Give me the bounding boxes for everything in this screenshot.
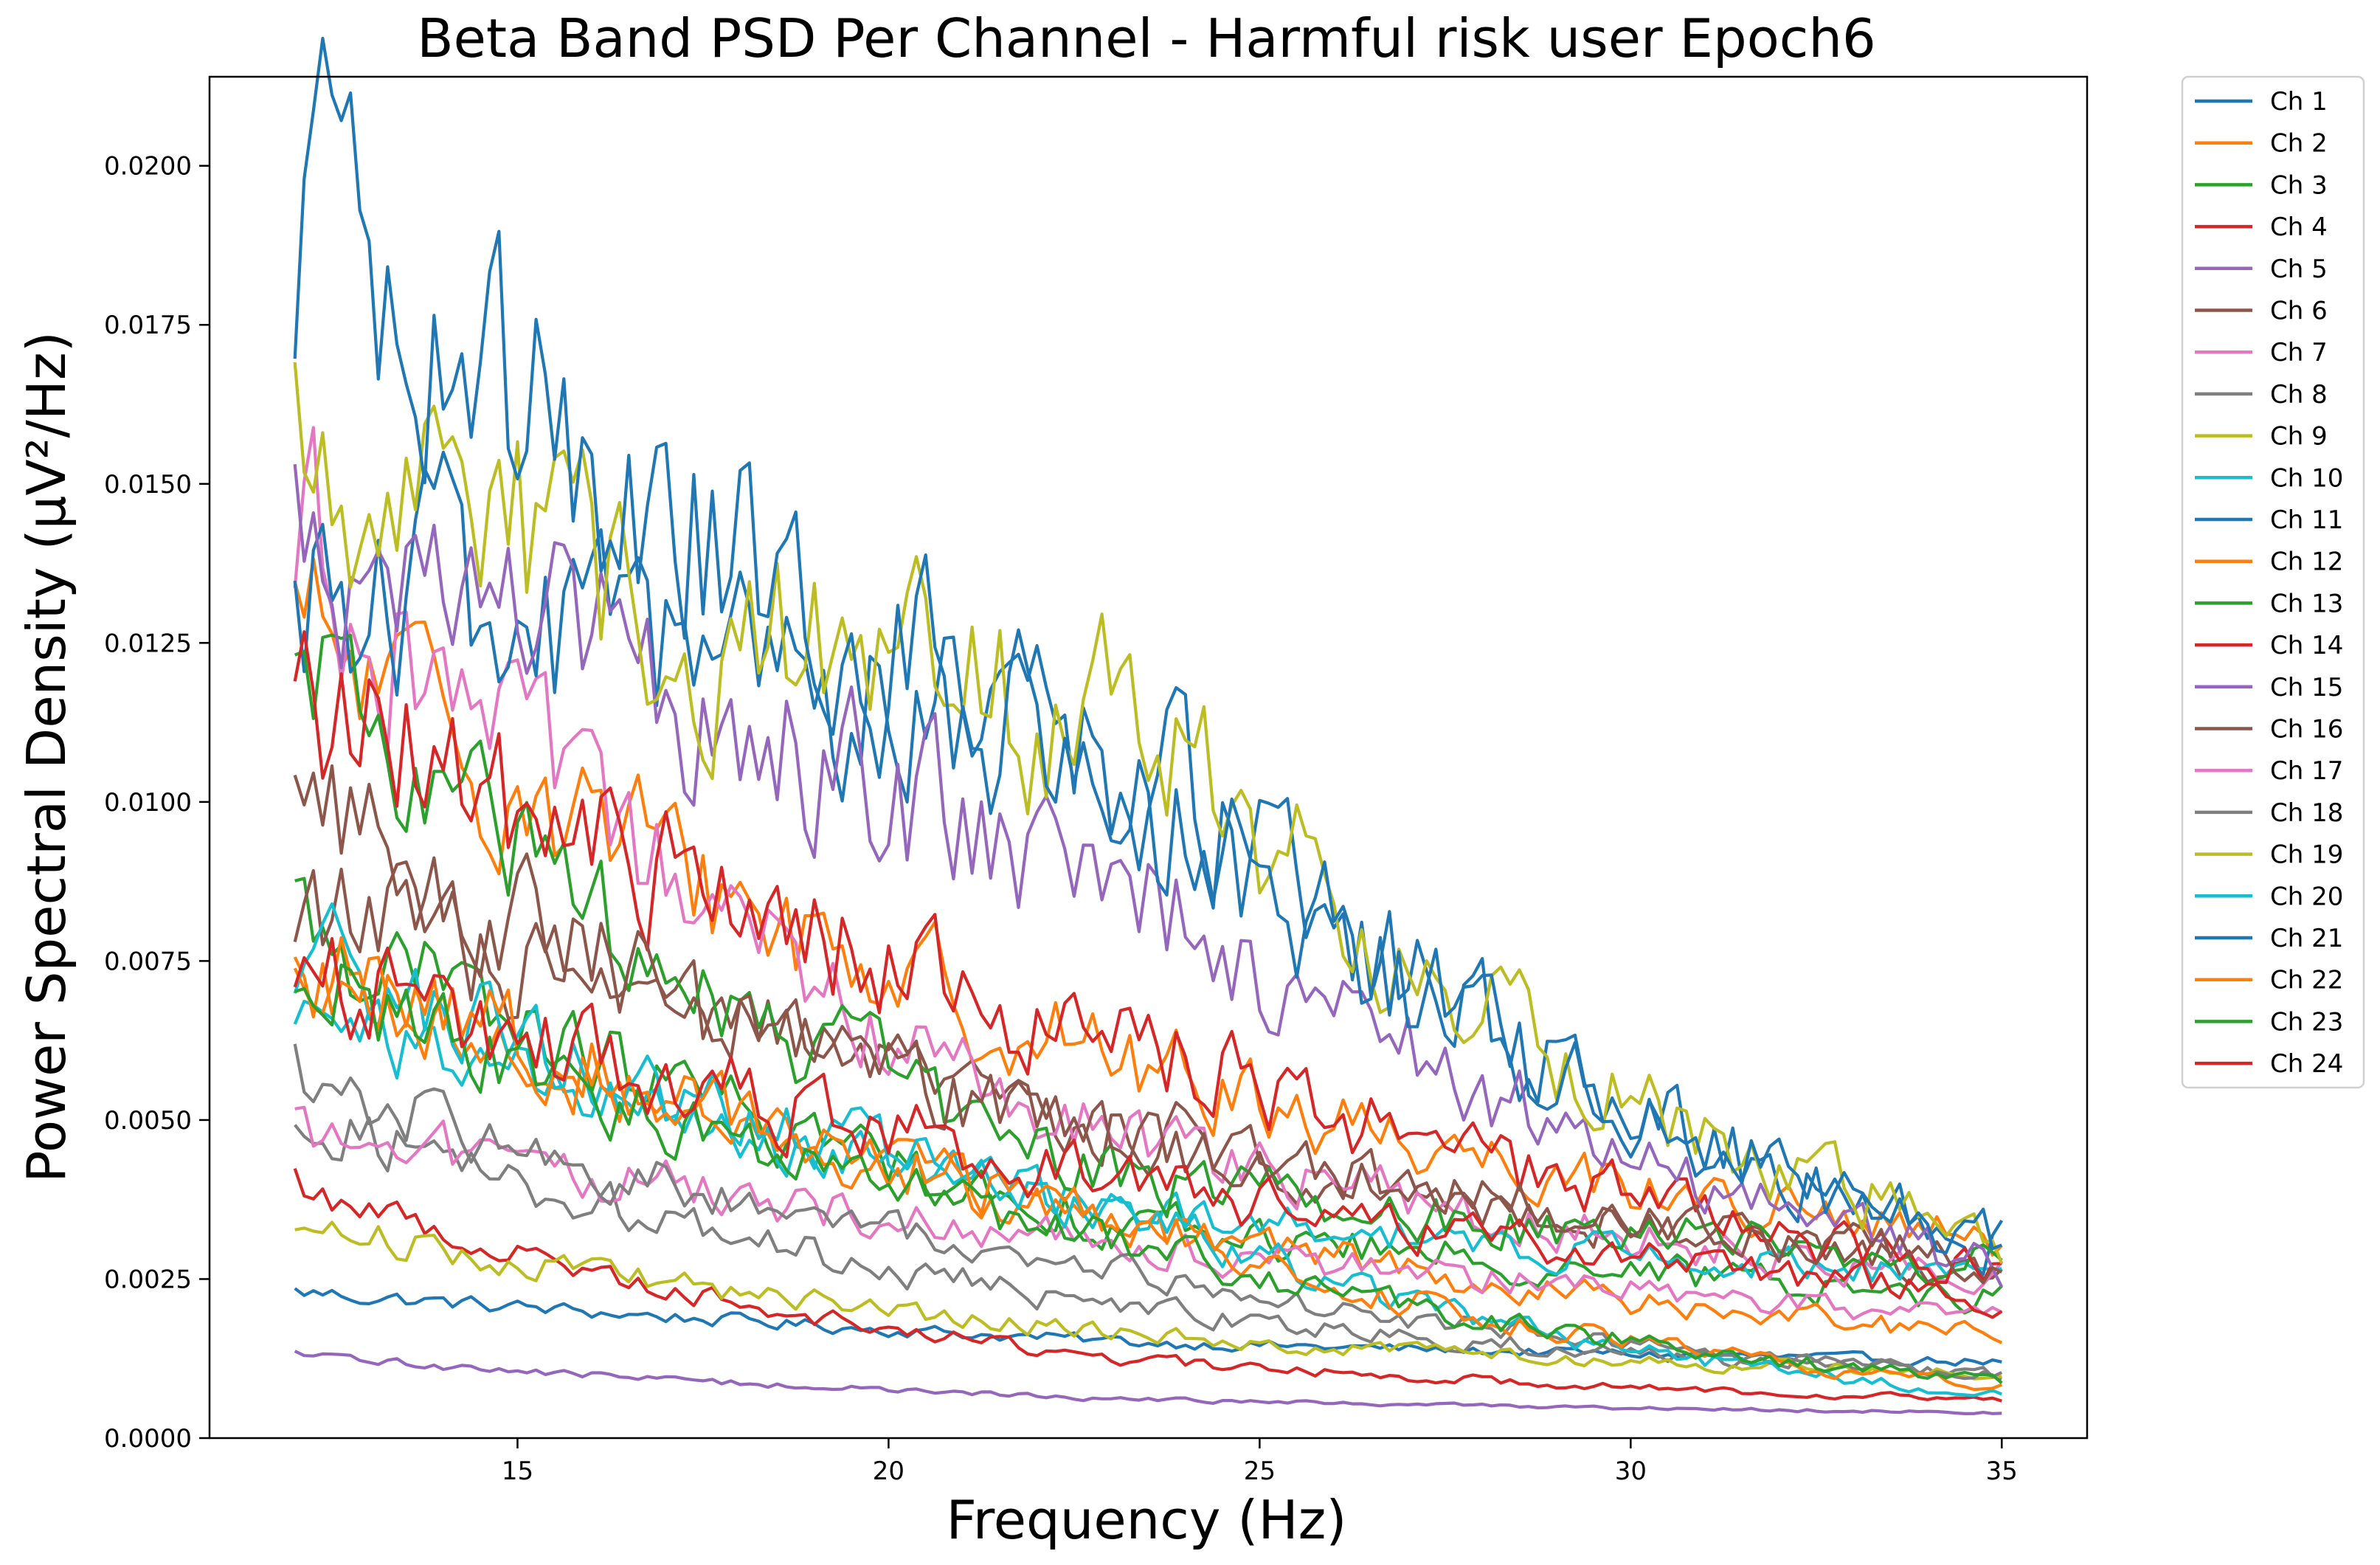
legend-label: Ch 1 <box>2270 87 2328 117</box>
series-line <box>293 36 2003 1254</box>
y-axis-label: Power Spectral Density (µV²/Hz) <box>15 331 77 1183</box>
legend-label: Ch 18 <box>2270 798 2343 828</box>
series-line <box>294 877 2003 1315</box>
series-line <box>293 463 2004 1288</box>
legend-label: Ch 20 <box>2270 882 2343 911</box>
y-tick-label: 0.0075 <box>104 947 192 976</box>
chart-title: Beta Band PSD Per Channel - Harmful risk… <box>417 7 1876 69</box>
y-tick-label: 0.0175 <box>104 311 192 340</box>
series-line <box>293 1168 2002 1403</box>
legend-label: Ch 17 <box>2270 756 2343 786</box>
legend-label: Ch 4 <box>2270 213 2328 242</box>
y-tick-label: 0.0150 <box>104 470 192 500</box>
series-line <box>293 764 2003 1285</box>
legend-label: Ch 14 <box>2270 631 2343 660</box>
x-axis-label: Frequency (Hz) <box>947 1489 1347 1551</box>
x-tick-label: 35 <box>1986 1457 2018 1486</box>
series-line <box>293 557 2003 1257</box>
legend-label: Ch 24 <box>2270 1049 2343 1079</box>
legend-label: Ch 23 <box>2270 1007 2343 1037</box>
legend-label: Ch 15 <box>2270 673 2343 702</box>
legend-label: Ch 8 <box>2270 380 2328 410</box>
legend-label: Ch 2 <box>2270 129 2328 159</box>
x-tick-label: 15 <box>502 1457 533 1486</box>
series-line <box>294 963 2003 1384</box>
legend-label: Ch 12 <box>2270 547 2343 577</box>
legend-label: Ch 22 <box>2270 966 2343 995</box>
legend-label: Ch 16 <box>2270 715 2343 745</box>
y-tick-label: 0.0125 <box>104 629 192 658</box>
legend: Ch 1 Ch 2 Ch 3 Ch 4 Ch 5 Ch 6 Ch 7 Ch 8 Ch 9 Ch 1… <box>2181 75 2365 1089</box>
series-line <box>294 1105 2003 1321</box>
legend-label: Ch 5 <box>2270 255 2328 284</box>
x-tick-label: 20 <box>873 1457 904 1486</box>
plot-lines <box>293 36 2004 1416</box>
series-line <box>294 1220 2002 1381</box>
x-tick-label: 30 <box>1615 1457 1647 1486</box>
legend-label: Ch 10 <box>2270 463 2343 493</box>
y-tick-label: 0.0000 <box>104 1424 192 1454</box>
y-tick-label: 0.0100 <box>104 788 192 818</box>
legend-label: Ch 21 <box>2270 924 2343 953</box>
y-axis-ticks: 0.0000 0.0025 0.0050 0.0075 0.0100 0.0125 0.01… <box>104 152 210 1454</box>
plot-frame <box>208 75 2089 1440</box>
legend-label: Ch 7 <box>2270 338 2328 367</box>
legend-label: Ch 9 <box>2270 422 2328 452</box>
series-line <box>293 450 2004 1276</box>
x-axis-ticks: 15 20 25 30 35 <box>502 1438 2018 1486</box>
legend-items: Ch 1 Ch 2 Ch 3 Ch 4 Ch 5 Ch 6 Ch 7 Ch 8 Ch 9 Ch 1… <box>2195 87 2343 1079</box>
y-tick-label: 0.0025 <box>104 1265 192 1294</box>
series-line <box>294 1350 2002 1416</box>
y-tick-label: 0.0050 <box>104 1106 192 1136</box>
legend-label: Ch 3 <box>2270 170 2328 200</box>
y-tick-label: 0.0200 <box>104 152 192 182</box>
series-line <box>293 936 2003 1392</box>
series-line <box>293 630 2002 1285</box>
legend-label: Ch 6 <box>2270 297 2328 326</box>
series-line <box>294 633 2003 1286</box>
x-tick-label: 25 <box>1244 1457 1276 1486</box>
series-line <box>293 902 2003 1398</box>
legend-label: Ch 11 <box>2270 505 2343 535</box>
series-line <box>293 936 2003 1319</box>
series-line <box>293 426 2003 1296</box>
legend-label: Ch 13 <box>2270 589 2343 618</box>
legend-label: Ch 19 <box>2270 840 2343 870</box>
legend-frame <box>2181 75 2365 1089</box>
